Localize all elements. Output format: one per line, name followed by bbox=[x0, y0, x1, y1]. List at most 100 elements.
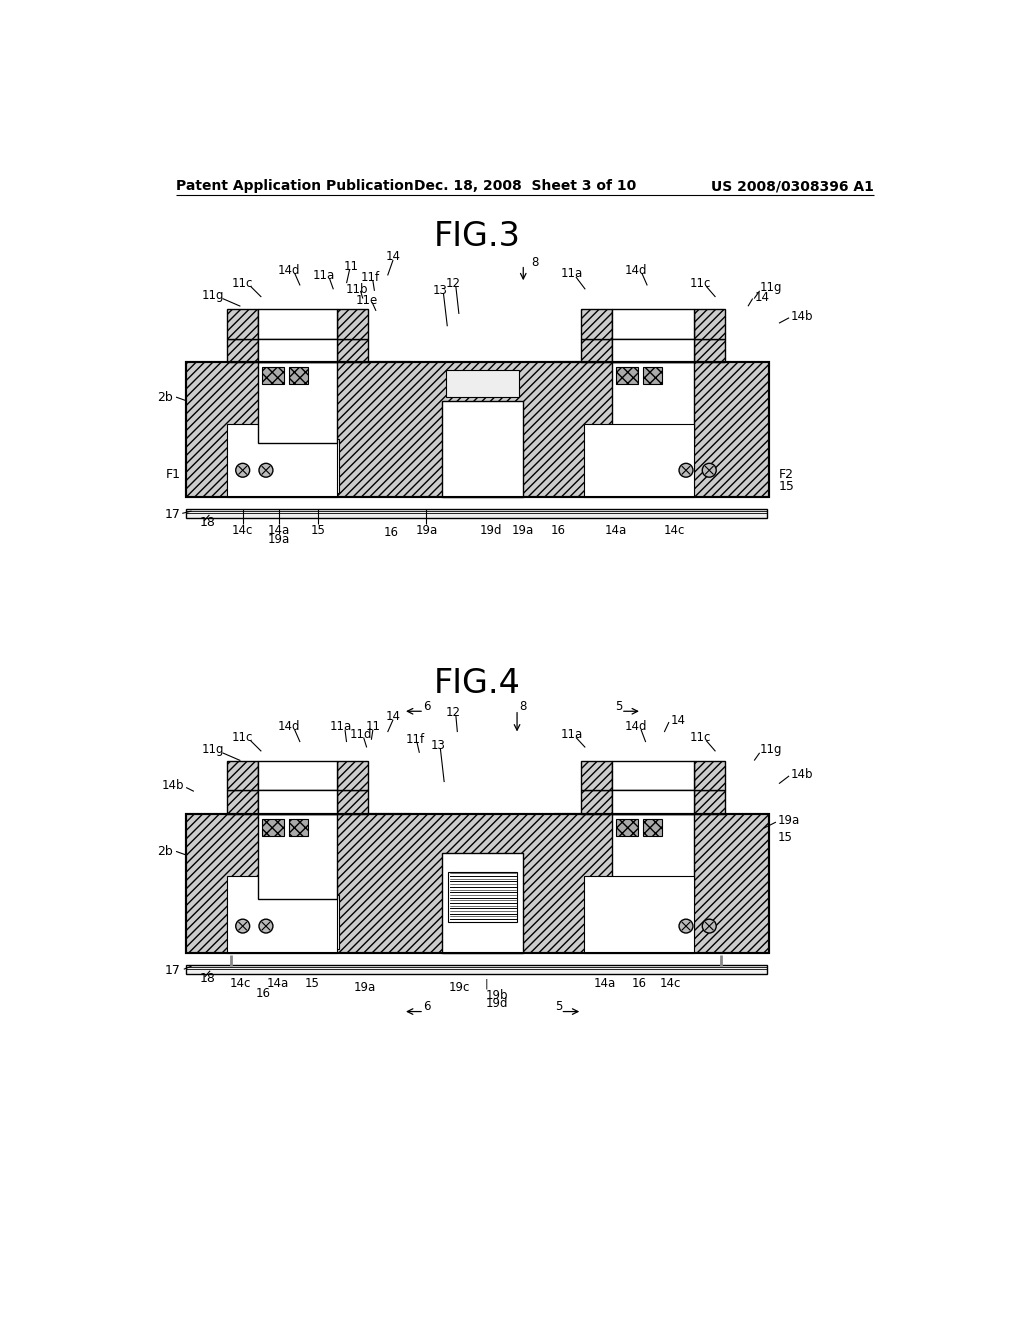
Bar bbox=[616, 818, 638, 836]
Text: 17: 17 bbox=[165, 964, 180, 977]
Text: F1: F1 bbox=[166, 467, 180, 480]
Text: 19a: 19a bbox=[353, 981, 376, 994]
Bar bbox=[227, 424, 337, 498]
Text: 12: 12 bbox=[446, 277, 461, 289]
Bar bbox=[442, 401, 523, 498]
Bar bbox=[643, 818, 662, 836]
Text: 5: 5 bbox=[614, 700, 623, 713]
Text: 13: 13 bbox=[433, 284, 447, 297]
Text: 11g: 11g bbox=[760, 743, 782, 756]
Text: Patent Application Publication: Patent Application Publication bbox=[176, 180, 414, 193]
Bar bbox=[227, 760, 258, 789]
Text: 14d: 14d bbox=[625, 264, 647, 277]
Text: 2b: 2b bbox=[158, 845, 173, 858]
Bar bbox=[693, 339, 725, 363]
Text: F2: F2 bbox=[779, 467, 794, 480]
Text: 11c: 11c bbox=[689, 731, 711, 744]
Bar bbox=[186, 814, 769, 953]
Bar bbox=[262, 818, 284, 836]
Bar bbox=[289, 818, 308, 836]
Bar bbox=[616, 367, 638, 384]
Text: 19c: 19c bbox=[449, 981, 470, 994]
Bar bbox=[582, 339, 612, 363]
Text: 11: 11 bbox=[344, 260, 358, 273]
Bar bbox=[258, 814, 337, 899]
Text: 14a: 14a bbox=[594, 977, 615, 990]
Bar bbox=[337, 309, 369, 339]
Bar bbox=[337, 339, 369, 363]
Bar bbox=[258, 339, 337, 363]
Text: 15: 15 bbox=[310, 524, 326, 537]
Text: 19a: 19a bbox=[512, 524, 535, 537]
Bar bbox=[337, 760, 369, 789]
Text: 16: 16 bbox=[551, 524, 565, 537]
Bar bbox=[227, 789, 258, 814]
Text: 13: 13 bbox=[430, 739, 445, 751]
Text: 8: 8 bbox=[531, 256, 539, 269]
Text: 11c: 11c bbox=[689, 277, 711, 289]
Bar bbox=[612, 309, 693, 339]
Circle shape bbox=[259, 463, 273, 477]
Text: 14b: 14b bbox=[791, 768, 813, 781]
Bar bbox=[582, 789, 612, 814]
Circle shape bbox=[236, 919, 250, 933]
Text: 14d: 14d bbox=[278, 264, 300, 277]
Circle shape bbox=[259, 919, 273, 933]
Text: 14d: 14d bbox=[625, 721, 647, 733]
Text: 11c: 11c bbox=[232, 731, 253, 744]
Text: 19b: 19b bbox=[485, 989, 508, 1002]
Text: 19a: 19a bbox=[777, 814, 800, 828]
Text: 19a: 19a bbox=[416, 524, 437, 537]
Text: 11g: 11g bbox=[202, 743, 224, 756]
Text: 11g: 11g bbox=[202, 289, 224, 302]
Bar bbox=[612, 363, 693, 444]
Text: 11b: 11b bbox=[345, 282, 368, 296]
Text: 14c: 14c bbox=[664, 524, 685, 537]
Bar bbox=[227, 440, 339, 494]
Bar bbox=[584, 424, 693, 498]
Text: 11a: 11a bbox=[560, 268, 583, 280]
Text: 14: 14 bbox=[671, 714, 685, 727]
Text: 11a: 11a bbox=[330, 721, 352, 733]
Text: 14: 14 bbox=[386, 710, 400, 723]
Bar bbox=[584, 876, 693, 953]
Text: 14: 14 bbox=[755, 290, 769, 304]
Text: 14a: 14a bbox=[268, 524, 290, 537]
Bar bbox=[582, 760, 612, 789]
Text: 16: 16 bbox=[256, 986, 271, 999]
Text: 15: 15 bbox=[777, 832, 793, 843]
Bar bbox=[693, 789, 725, 814]
Bar bbox=[186, 363, 769, 498]
Text: 14c: 14c bbox=[659, 977, 681, 990]
Text: 17: 17 bbox=[165, 508, 180, 521]
Bar bbox=[442, 853, 523, 953]
Text: 6: 6 bbox=[423, 1001, 430, 1014]
Circle shape bbox=[679, 919, 693, 933]
Text: 11e: 11e bbox=[355, 294, 378, 308]
Text: 16: 16 bbox=[632, 977, 647, 990]
Text: |: | bbox=[484, 978, 487, 989]
Bar bbox=[449, 873, 517, 923]
Text: 19d: 19d bbox=[479, 524, 502, 537]
Text: 6: 6 bbox=[423, 700, 430, 713]
Circle shape bbox=[679, 463, 693, 477]
Text: 15: 15 bbox=[779, 480, 795, 492]
Text: 16: 16 bbox=[384, 527, 399, 539]
Text: FIG.3: FIG.3 bbox=[433, 220, 520, 253]
Bar bbox=[612, 814, 693, 899]
Bar bbox=[186, 965, 767, 974]
Text: Dec. 18, 2008  Sheet 3 of 10: Dec. 18, 2008 Sheet 3 of 10 bbox=[414, 180, 636, 193]
Text: 11f: 11f bbox=[360, 271, 379, 284]
Bar bbox=[258, 363, 337, 444]
Bar bbox=[186, 508, 767, 517]
Text: 11: 11 bbox=[366, 721, 380, 733]
Bar bbox=[612, 440, 693, 494]
Bar bbox=[258, 440, 337, 494]
Text: 2b: 2b bbox=[158, 391, 173, 404]
Text: 18: 18 bbox=[200, 972, 216, 985]
Text: 14c: 14c bbox=[232, 524, 253, 537]
Bar bbox=[582, 309, 612, 339]
Bar bbox=[612, 339, 693, 363]
Bar bbox=[612, 760, 693, 789]
Text: 5: 5 bbox=[555, 1001, 562, 1014]
